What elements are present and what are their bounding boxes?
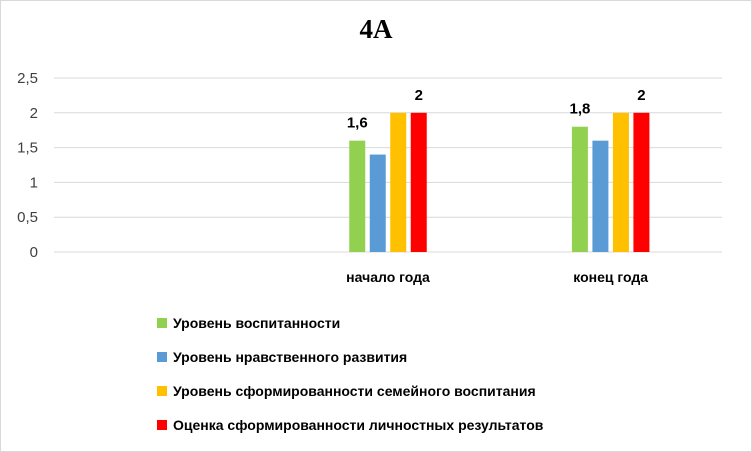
legend-swatch-1 [157,352,167,362]
bar-0-1 [349,140,366,252]
bar-1-2 [592,140,609,252]
data-label-0-1: 1,6 [347,115,368,132]
legend-item-3: Оценка сформированности личностных резул… [157,408,543,442]
legend-label-1: Уровень нравственного развития [173,349,408,365]
legend-swatch-0 [157,318,167,328]
data-label-3-2: 2 [637,87,645,104]
y-tick-label-0: 0 [30,244,38,261]
legend: Уровень воспитанности Уровень нравственн… [157,306,543,442]
x-tick-label-2: конец года [573,269,648,285]
data-label-0-2: 1,8 [569,101,590,118]
legend-item-0: Уровень воспитанности [157,306,543,340]
bar-2-2 [612,112,629,252]
y-tick-label-5: 2,5 [17,70,38,87]
chart-title: 4А [359,14,393,44]
y-tick-label-1: 0,5 [17,209,38,226]
legend-label-3: Оценка сформированности личностных резул… [173,417,544,433]
y-tick-label-4: 2 [30,105,38,122]
bar-2-1 [390,112,407,252]
y-tick-label-2: 1 [30,174,38,191]
legend-label-0: Уровень воспитанности [173,315,341,331]
bar-3-2 [633,112,650,252]
x-tick-label-1: начало года [346,269,430,285]
bar-1-1 [369,154,386,252]
legend-swatch-2 [157,386,167,396]
bar-0-2 [571,126,588,252]
y-tick-label-3: 1,5 [17,140,38,157]
bar-3-1 [410,112,427,252]
legend-label-2: Уровень сформированности семейного воспи… [173,383,536,399]
legend-swatch-3 [157,420,167,430]
legend-item-2: Уровень сформированности семейного воспи… [157,374,543,408]
data-label-3-1: 2 [415,87,423,104]
legend-item-1: Уровень нравственного развития [157,340,543,374]
